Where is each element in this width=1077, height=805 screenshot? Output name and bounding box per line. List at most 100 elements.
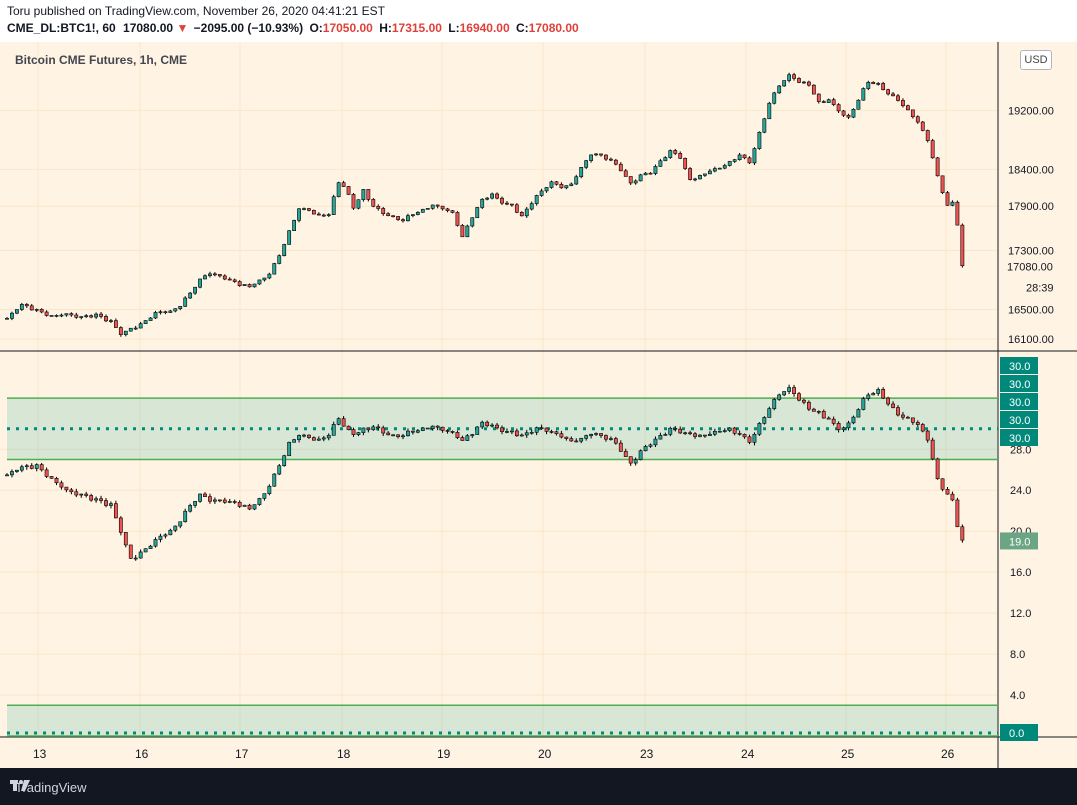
price-candle xyxy=(821,101,826,103)
indicator-candle xyxy=(688,432,693,435)
indicator-candle xyxy=(410,430,415,433)
high-value: 17315.00 xyxy=(391,21,442,35)
price-candle xyxy=(549,181,554,188)
price-candle xyxy=(737,154,742,161)
indicator-candle xyxy=(955,499,960,528)
indicator-candle xyxy=(703,434,707,437)
indicator-candle xyxy=(628,456,633,464)
indicator-candle xyxy=(74,491,79,496)
indicator-candle xyxy=(420,427,425,431)
price-candle xyxy=(272,263,277,275)
price-candle xyxy=(806,81,811,86)
price-candle xyxy=(44,311,49,316)
indicator-candle xyxy=(524,432,529,436)
indicator-candle xyxy=(767,408,772,418)
price-candle xyxy=(311,210,316,215)
price-candle xyxy=(302,208,306,210)
price-candle xyxy=(19,304,24,310)
indicator-candle xyxy=(232,501,237,503)
price-candle xyxy=(475,207,480,219)
indicator-candle xyxy=(480,421,485,428)
indicator-candle xyxy=(846,422,851,429)
price-candle xyxy=(460,225,465,238)
tradingview-brand[interactable]: TradingView xyxy=(10,778,87,796)
price-tick-label: 18400.00 xyxy=(1008,164,1054,176)
indicator-candle xyxy=(534,427,539,433)
price-candle xyxy=(519,212,524,217)
indicator-candle xyxy=(173,525,178,531)
indicator-candle xyxy=(29,465,34,469)
indicator-candle xyxy=(604,435,608,440)
price-candle xyxy=(297,208,301,221)
indicator-badge xyxy=(1000,724,1038,741)
price-candle xyxy=(589,154,594,161)
indicator-candle xyxy=(722,430,727,432)
price-candle xyxy=(495,193,499,199)
price-candle xyxy=(381,208,386,214)
indicator-candle xyxy=(435,425,440,428)
price-tick-label: 19200.00 xyxy=(1008,105,1054,117)
indicator-candle xyxy=(143,548,148,553)
indicator-candle xyxy=(797,393,801,401)
price-candle xyxy=(524,208,529,217)
indicator-candle xyxy=(316,438,321,441)
price-candle xyxy=(544,187,549,192)
indicator-candle xyxy=(747,436,752,443)
indicator-candle xyxy=(678,428,683,434)
indicator-candle xyxy=(346,425,351,430)
indicator-candle xyxy=(935,458,940,480)
price-candle xyxy=(292,220,297,231)
price-candle xyxy=(896,95,900,101)
indicator-candle xyxy=(217,499,222,502)
indicator-candle xyxy=(851,416,856,424)
price-candle xyxy=(188,292,193,299)
price-candle xyxy=(371,199,376,207)
price-candle xyxy=(777,85,782,94)
price-candle xyxy=(955,201,960,226)
indicator-badge xyxy=(1000,429,1038,446)
price-candle xyxy=(133,327,138,330)
indicator-candle xyxy=(341,418,346,427)
price-candle xyxy=(693,178,697,181)
indicator-candle xyxy=(945,489,950,495)
price-candle xyxy=(846,114,851,118)
price-candle xyxy=(406,215,410,222)
low-value: 16940.00 xyxy=(459,21,510,35)
price-candle xyxy=(420,209,425,213)
price-candle xyxy=(450,210,455,213)
chart-area[interactable]: Bitcoin CME Futures, 1h, CME 16100.00 1650… xyxy=(0,42,1077,768)
indicator-candle xyxy=(366,427,371,430)
indicator-candle xyxy=(559,433,564,438)
price-candle xyxy=(901,100,905,107)
indicator-candle xyxy=(158,535,163,540)
currency-button[interactable]: USD xyxy=(1020,50,1052,70)
price-candle xyxy=(217,274,222,277)
last-price-badge xyxy=(1001,258,1047,275)
indicator-badge-label: 30.0 xyxy=(1009,379,1030,391)
price-candle xyxy=(782,80,787,87)
price-candle xyxy=(554,181,559,185)
indicator-candle xyxy=(252,504,257,510)
indicator-candle xyxy=(262,493,267,499)
indicator-candle xyxy=(128,544,133,559)
price-candle xyxy=(321,214,326,217)
price-candle xyxy=(604,154,608,160)
indicator-candle xyxy=(118,517,123,533)
price-candle xyxy=(183,297,188,307)
price-candle xyxy=(267,273,272,279)
chart-svg[interactable]: Bitcoin CME Futures, 1h, CME 16100.00 1650… xyxy=(0,42,1077,768)
countdown-label: 28:39 xyxy=(1026,283,1054,295)
price-candle xyxy=(727,161,732,166)
price-candle xyxy=(153,312,158,319)
price-candle xyxy=(529,203,534,210)
price-candle xyxy=(173,308,178,312)
indicator-badge-label: 30.0 xyxy=(1009,361,1030,373)
indicator-candle xyxy=(222,499,227,503)
price-candle xyxy=(717,167,722,170)
indicator-candle xyxy=(79,493,84,496)
price-candle xyxy=(227,278,232,281)
indicator-candle xyxy=(123,532,128,546)
indicator-candle xyxy=(376,426,381,429)
price-candle xyxy=(816,93,821,102)
price-candle xyxy=(307,208,311,211)
